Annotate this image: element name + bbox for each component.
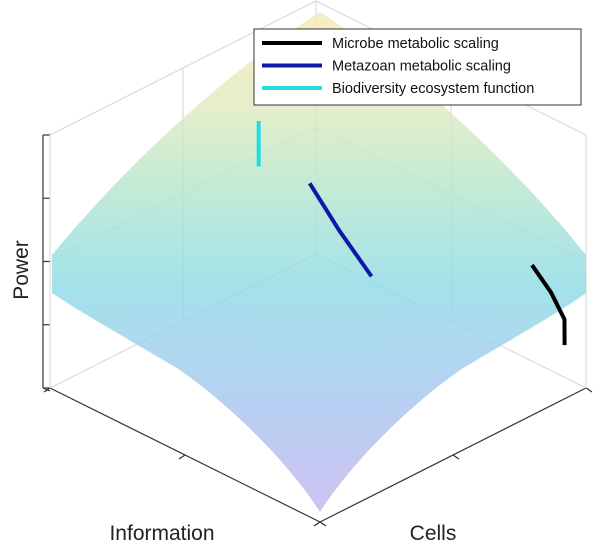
surface bbox=[52, 12, 586, 512]
y-tick bbox=[452, 454, 460, 460]
y-ticks bbox=[319, 387, 593, 527]
legend-label-3: Biodiversity ecosystem function bbox=[332, 81, 534, 97]
legend-label-1: Microbe metabolic scaling bbox=[332, 36, 499, 52]
x-tick bbox=[43, 387, 51, 393]
x-tick bbox=[178, 454, 186, 460]
series-layer bbox=[256, 121, 567, 346]
legend: Microbe metabolic scaling Metazoan metabo… bbox=[253, 28, 582, 106]
x-ticks bbox=[43, 387, 321, 527]
series-line-1 bbox=[530, 263, 567, 346]
x-tick bbox=[313, 521, 321, 527]
axes-box bbox=[42, 134, 593, 527]
z-ticks bbox=[43, 134, 50, 389]
y-tick bbox=[319, 521, 327, 527]
x-axis-label: Information bbox=[109, 522, 214, 545]
y-axis-label: Cells bbox=[410, 522, 457, 545]
y-tick bbox=[585, 387, 593, 393]
series-line-2 bbox=[308, 182, 374, 278]
legend-label-2: Metazoan metabolic scaling bbox=[332, 59, 511, 75]
z-axis-label: Power bbox=[10, 240, 33, 300]
